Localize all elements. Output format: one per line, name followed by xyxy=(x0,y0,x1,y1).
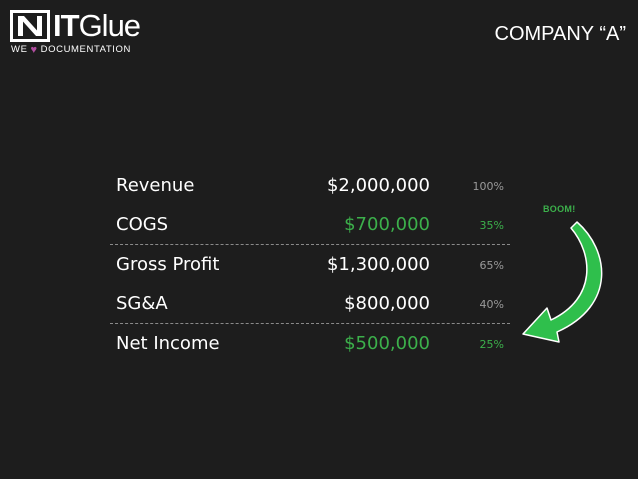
row-label: Net Income xyxy=(116,333,220,354)
row-percent: 40% xyxy=(479,298,504,311)
table-row-gross-profit: Gross Profit $1,300,000 65% xyxy=(110,245,510,284)
row-percent: 25% xyxy=(479,338,504,351)
row-label: Revenue xyxy=(116,175,195,196)
tagline-before: WE xyxy=(11,44,28,55)
row-percent: 35% xyxy=(479,219,504,232)
curved-arrow-icon xyxy=(522,221,603,343)
itglue-mark-icon xyxy=(10,10,50,42)
row-amount: $1,300,000 xyxy=(326,254,430,275)
itglue-logo: ITGlue WE ♥ DOCUMENTATION xyxy=(10,8,150,55)
boom-callout: BOOM! xyxy=(543,204,576,214)
income-statement-table: Revenue $2,000,000 100% COGS $700,000 35… xyxy=(110,166,510,363)
tagline-after: DOCUMENTATION xyxy=(40,44,131,55)
row-label: COGS xyxy=(116,214,169,235)
brand-tagline: WE ♥ DOCUMENTATION xyxy=(11,44,131,55)
row-label: Gross Profit xyxy=(116,254,220,275)
row-amount: $700,000 xyxy=(344,214,430,235)
row-amount: $2,000,000 xyxy=(326,175,430,196)
table-row-sga: SG&A $800,000 40% xyxy=(110,284,510,324)
table-row-cogs: COGS $700,000 35% xyxy=(110,205,510,245)
row-percent: 65% xyxy=(479,259,504,272)
heart-icon: ♥ xyxy=(30,43,38,56)
row-percent: 100% xyxy=(472,180,504,193)
row-amount: $800,000 xyxy=(344,293,430,314)
table-row-revenue: Revenue $2,000,000 100% xyxy=(110,166,510,205)
brand-wordmark: ITGlue xyxy=(53,8,141,43)
table-row-net-income: Net Income $500,000 25% xyxy=(110,324,510,363)
row-amount: $500,000 xyxy=(344,333,430,354)
row-label: SG&A xyxy=(116,293,168,314)
page-title: COMPANY “A” xyxy=(494,23,627,45)
